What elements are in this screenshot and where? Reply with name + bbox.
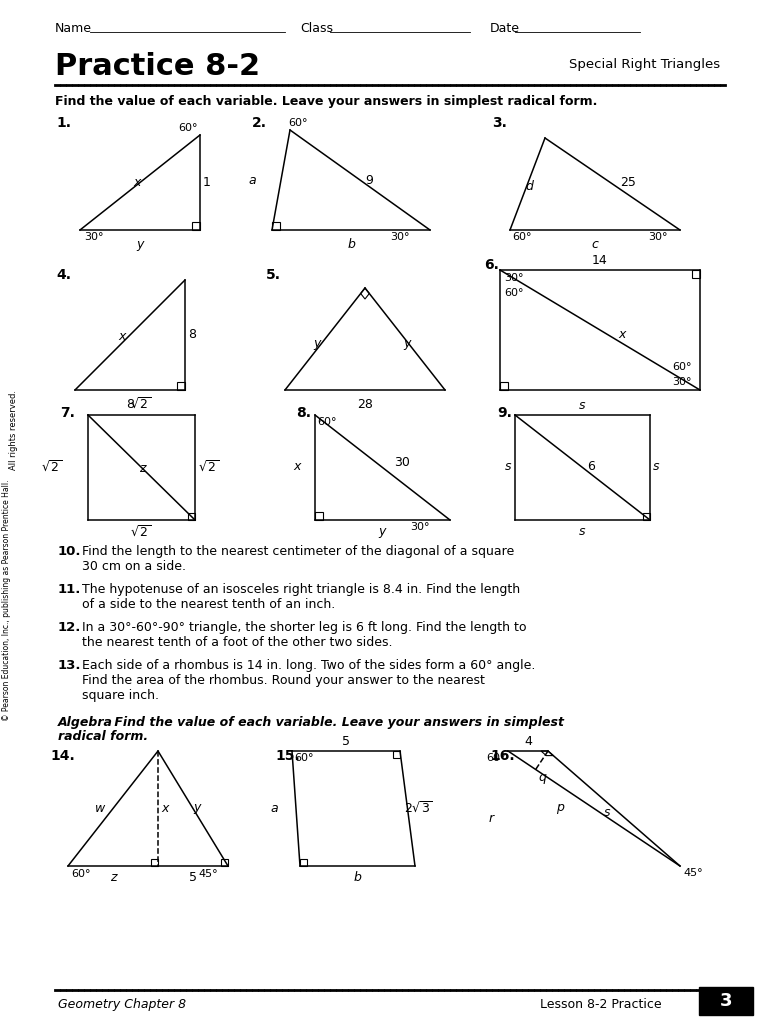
Text: 14.: 14.	[50, 749, 75, 763]
Text: 15.: 15.	[275, 749, 300, 763]
Text: 60°: 60°	[512, 232, 531, 242]
Text: a: a	[249, 173, 256, 186]
Text: 60°: 60°	[178, 123, 197, 133]
Text: b: b	[347, 238, 355, 251]
Text: 28: 28	[357, 398, 373, 411]
Text: d: d	[525, 179, 533, 193]
Text: Geometry Chapter 8: Geometry Chapter 8	[58, 998, 186, 1011]
Text: 16.: 16.	[490, 749, 514, 763]
Text: c: c	[591, 238, 598, 251]
Text: 60°: 60°	[294, 753, 313, 763]
Text: s: s	[504, 461, 511, 473]
Text: 45°: 45°	[683, 868, 702, 878]
Text: 2.: 2.	[252, 116, 267, 130]
Text: x: x	[161, 802, 169, 814]
Text: 7.: 7.	[60, 406, 75, 420]
Text: 10.: 10.	[58, 545, 82, 558]
Text: x: x	[133, 176, 141, 189]
Text: The hypotenuse of an isosceles right triangle is 8.4 in. Find the length
of a si: The hypotenuse of an isosceles right tri…	[82, 583, 520, 611]
Text: s: s	[579, 525, 585, 538]
Text: 6: 6	[587, 461, 595, 473]
Text: r: r	[489, 811, 494, 824]
Text: 5: 5	[342, 735, 350, 748]
Text: 30°: 30°	[648, 232, 667, 242]
Text: 9.: 9.	[497, 406, 512, 420]
Text: b: b	[353, 871, 361, 884]
Text: Algebra: Algebra	[58, 716, 113, 729]
Text: 30°: 30°	[672, 377, 692, 387]
Text: Lesson 8-2 Practice: Lesson 8-2 Practice	[540, 998, 662, 1011]
Text: y: y	[378, 525, 385, 538]
Text: radical form.: radical form.	[58, 730, 148, 743]
Text: 30: 30	[394, 456, 410, 469]
Text: $2\sqrt{3}$: $2\sqrt{3}$	[404, 801, 433, 815]
Text: All rights reserved.: All rights reserved.	[9, 390, 19, 470]
Text: 8: 8	[188, 329, 196, 341]
Text: 60°: 60°	[486, 753, 506, 763]
Text: In a 30°-60°-90° triangle, the shorter leg is 6 ft long. Find the length to
the : In a 30°-60°-90° triangle, the shorter l…	[82, 621, 527, 649]
Text: Practice 8-2: Practice 8-2	[55, 52, 260, 81]
Text: © Pearson Education, Inc., publishing as Pearson Prentice Hall.: © Pearson Education, Inc., publishing as…	[2, 479, 12, 721]
Text: q: q	[538, 771, 546, 784]
Text: 60°: 60°	[71, 869, 90, 879]
Text: $\sqrt{2}$: $\sqrt{2}$	[131, 397, 152, 412]
Text: x: x	[294, 461, 301, 473]
Text: Find the length to the nearest centimeter of the diagonal of a square
30 cm on a: Find the length to the nearest centimete…	[82, 545, 514, 573]
Text: 30°: 30°	[390, 232, 409, 242]
Text: 60°: 60°	[288, 118, 308, 128]
Text: y: y	[403, 337, 410, 349]
Text: 3: 3	[720, 992, 732, 1010]
Text: x: x	[618, 329, 625, 341]
Text: $\sqrt{2}$: $\sqrt{2}$	[41, 460, 62, 474]
Text: z: z	[110, 871, 117, 884]
Text: y: y	[193, 802, 200, 814]
Text: a: a	[270, 802, 278, 814]
Text: 60°: 60°	[672, 362, 692, 372]
Text: w: w	[95, 802, 105, 814]
Text: 30°: 30°	[410, 522, 430, 532]
Text: x: x	[118, 331, 125, 343]
Text: $\sqrt{2}$: $\sqrt{2}$	[198, 460, 219, 474]
Text: s: s	[579, 399, 585, 412]
Text: y: y	[313, 337, 320, 349]
Text: Class: Class	[300, 22, 333, 35]
Text: Find the value of each variable. Leave your answers in simplest: Find the value of each variable. Leave y…	[110, 716, 564, 729]
Text: 14: 14	[592, 254, 608, 267]
Text: s: s	[653, 461, 660, 473]
Text: 5.: 5.	[266, 268, 281, 282]
Text: p: p	[556, 802, 564, 814]
Text: 1: 1	[203, 175, 211, 188]
Text: 1.: 1.	[56, 116, 71, 130]
Text: 11.: 11.	[58, 583, 82, 596]
Text: Find the value of each variable. Leave your answers in simplest radical form.: Find the value of each variable. Leave y…	[55, 95, 598, 108]
Text: 60°: 60°	[317, 417, 336, 427]
Text: $\sqrt{2}$: $\sqrt{2}$	[131, 525, 152, 540]
Text: 4.: 4.	[56, 268, 71, 282]
FancyBboxPatch shape	[699, 987, 753, 1015]
Text: Name: Name	[55, 22, 92, 35]
Text: y: y	[136, 238, 144, 251]
Text: Each side of a rhombus is 14 in. long. Two of the sides form a 60° angle.
Find t: Each side of a rhombus is 14 in. long. T…	[82, 659, 535, 702]
Text: 4: 4	[524, 735, 532, 748]
Text: 8: 8	[126, 398, 134, 411]
Text: 30°: 30°	[504, 273, 524, 283]
Text: Special Right Triangles: Special Right Triangles	[569, 58, 720, 71]
Text: 5: 5	[189, 871, 197, 884]
Text: z: z	[139, 463, 145, 475]
Text: Date: Date	[490, 22, 520, 35]
Text: 9: 9	[365, 173, 373, 186]
Text: 6.: 6.	[484, 258, 499, 272]
Text: 8.: 8.	[296, 406, 311, 420]
Text: 30°: 30°	[84, 232, 103, 242]
Text: 25: 25	[620, 175, 636, 188]
Text: s: s	[604, 807, 611, 819]
Text: 60°: 60°	[504, 288, 524, 298]
Text: 45°: 45°	[198, 869, 218, 879]
Text: 12.: 12.	[58, 621, 82, 634]
Text: 13.: 13.	[58, 659, 82, 672]
Text: 3.: 3.	[492, 116, 507, 130]
